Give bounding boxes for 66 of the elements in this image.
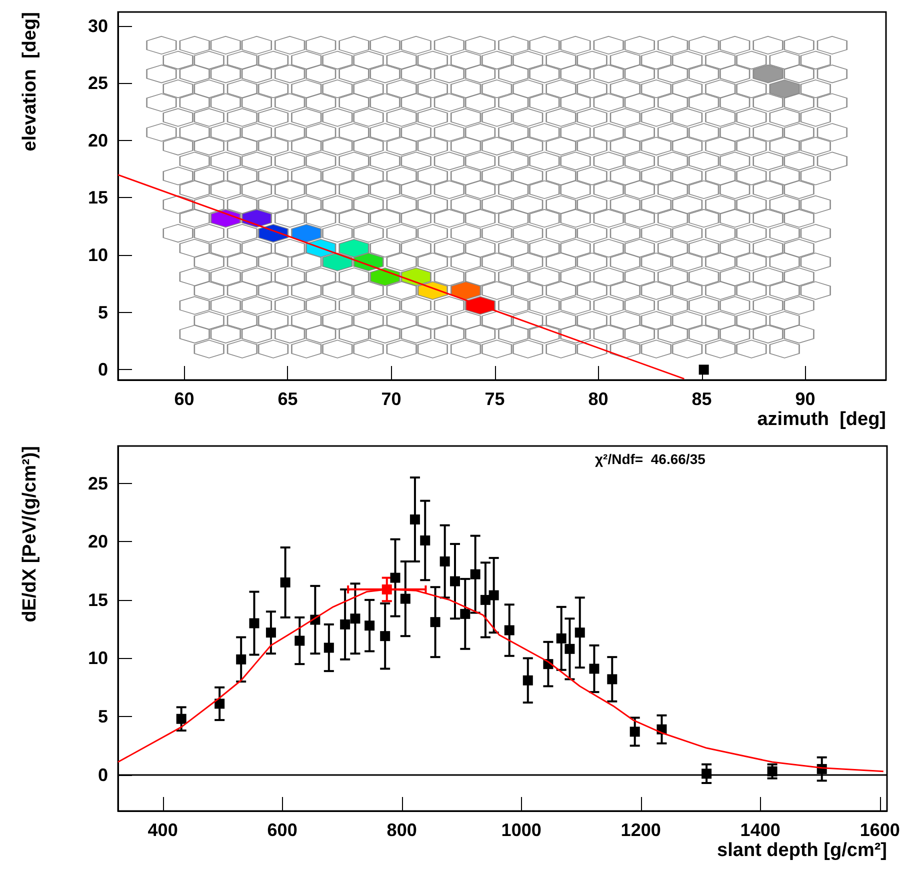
y-tick-label: 0: [98, 764, 108, 785]
point: [280, 577, 290, 588]
point: [522, 675, 533, 686]
point: [767, 766, 778, 776]
point: [249, 618, 260, 628]
point: [380, 631, 390, 642]
y-tick-label: 15: [88, 590, 108, 610]
y-axis-title: elevation [deg]: [20, 12, 40, 152]
x-tick-label: 70: [381, 389, 402, 409]
point: [450, 576, 460, 586]
x-tick-label: 75: [484, 389, 505, 409]
point: [294, 636, 305, 646]
point: [236, 654, 246, 664]
point: [556, 633, 566, 644]
point: [488, 590, 499, 600]
x-tick-label: 600: [267, 820, 298, 840]
point: [340, 619, 350, 630]
y-tick-label: 25: [88, 73, 108, 94]
y-tick-label: 25: [88, 473, 108, 494]
point: [564, 644, 575, 654]
x-tick-label: 1000: [501, 820, 542, 840]
point: [324, 642, 334, 653]
point: [266, 628, 276, 638]
y-tick-label: 5: [98, 706, 108, 727]
point: [420, 535, 430, 546]
x-tick-label: 90: [795, 389, 816, 409]
point: [630, 726, 640, 737]
point: [460, 608, 470, 619]
point: [702, 768, 712, 779]
point: [440, 556, 450, 566]
point: [400, 594, 410, 604]
point: [589, 664, 600, 674]
point: [574, 628, 585, 638]
point: [470, 569, 480, 580]
y-tick-label: 30: [88, 16, 108, 36]
point: [390, 572, 400, 583]
y-tick-label: 10: [88, 245, 108, 266]
point: [350, 614, 360, 624]
x-tick-label: 80: [588, 389, 608, 409]
point: [410, 514, 420, 524]
x-tick-label: 65: [278, 389, 298, 409]
point: [480, 594, 490, 605]
point: [607, 674, 618, 684]
x-axis-title: slant depth [g/cm²]: [717, 840, 888, 861]
y-tick-label: 20: [88, 532, 108, 552]
x-tick-label: 1400: [740, 820, 780, 840]
point: [214, 698, 225, 709]
point: [430, 617, 440, 628]
x-tick-label: 400: [148, 820, 178, 840]
x-axis-title: azimuth [deg]: [757, 409, 886, 430]
y-tick-label: 15: [88, 188, 108, 208]
x-tick-label: 1600: [860, 820, 900, 840]
y-tick-label: 20: [88, 130, 108, 150]
x-tick-label: 1200: [620, 820, 661, 840]
point: [504, 625, 514, 636]
point: [698, 364, 709, 375]
annotation: χ²/Ndf= 46.66/35: [595, 451, 706, 467]
x-tick-label: 800: [386, 820, 417, 840]
x-tick-label: 60: [174, 389, 194, 409]
point: [176, 714, 186, 724]
y-tick-label: 0: [98, 360, 108, 380]
x-tick-label: 85: [692, 389, 712, 409]
y-tick-label: 5: [98, 302, 108, 322]
y-axis-title: dE/dX [PeV/(g/cm²)]: [20, 446, 40, 622]
y-tick-label: 10: [88, 648, 108, 668]
point: [364, 620, 375, 631]
